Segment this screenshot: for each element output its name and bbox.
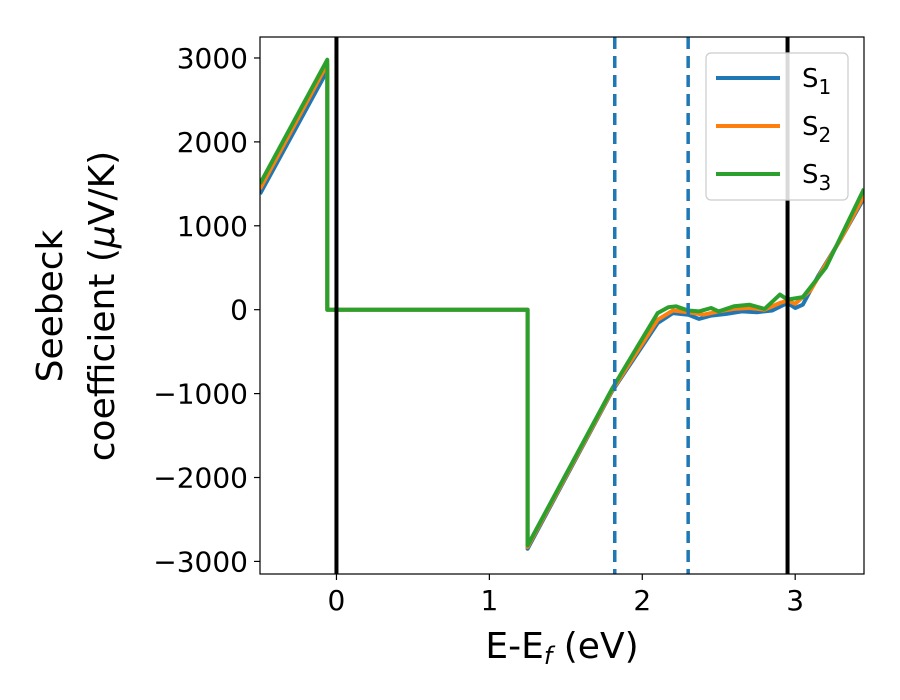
legend: S1 S2 S3 (705, 52, 849, 201)
legend-label-3: S3 (802, 160, 831, 195)
y-tick-label: 1000 (177, 210, 248, 243)
y-tick-label: −1000 (153, 378, 248, 411)
y-tick-label: 3000 (177, 42, 248, 75)
y-tick-label: −3000 (153, 545, 248, 578)
x-tick-label: 3 (786, 584, 804, 617)
legend-label-1: S1 (802, 64, 831, 99)
plot-frame (259, 36, 865, 575)
y-tick-label: 0 (230, 294, 248, 327)
x-axis-title: E-Ef (eV) (485, 626, 638, 670)
y-axis-title-line1: Seebeck (30, 229, 71, 382)
x-tick-label: 1 (480, 584, 498, 617)
legend-label-2: S2 (802, 112, 831, 147)
series-line-3 (260, 57, 864, 548)
y-tick-label: −2000 (153, 462, 248, 495)
y-axis-title-line2: coefficient (μV/K) (82, 151, 123, 461)
y-tick-label: 2000 (177, 126, 248, 159)
x-tick-label: 0 (328, 584, 346, 617)
x-tick-label: 2 (633, 584, 651, 617)
